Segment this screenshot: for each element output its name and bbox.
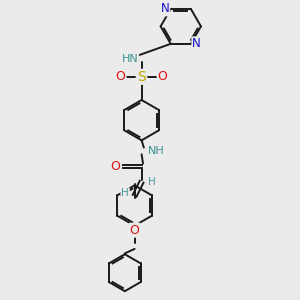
Text: N: N (192, 37, 201, 50)
Text: H: H (148, 177, 155, 187)
Text: HN: HN (122, 54, 138, 64)
Text: O: O (110, 160, 120, 173)
Text: S: S (137, 70, 146, 84)
Text: NH: NH (148, 146, 164, 156)
Text: H: H (121, 188, 129, 199)
Text: N: N (160, 2, 169, 15)
Text: O: O (158, 70, 167, 83)
Text: O: O (116, 70, 125, 83)
Text: O: O (130, 224, 140, 237)
